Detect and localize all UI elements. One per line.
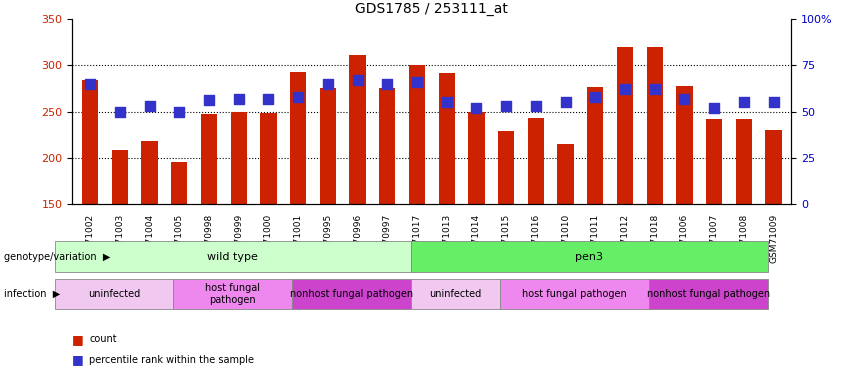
Bar [380, 88, 396, 204]
Bar [498, 131, 514, 204]
Bar [141, 141, 157, 204]
Text: pen3: pen3 [575, 252, 603, 261]
Point [767, 99, 780, 105]
Bar [736, 119, 752, 204]
Bar [260, 113, 277, 204]
Bar [350, 55, 366, 204]
Bar [320, 88, 336, 204]
Bar [468, 112, 484, 204]
Point [143, 103, 157, 109]
Bar [290, 72, 306, 204]
Point [291, 94, 305, 100]
Point [618, 86, 631, 92]
Point [470, 105, 483, 111]
Bar [438, 73, 455, 204]
Point [529, 103, 543, 109]
Title: GDS1785 / 253111_at: GDS1785 / 253111_at [356, 2, 508, 16]
Point [261, 96, 275, 102]
Bar [765, 130, 782, 204]
Point [589, 94, 603, 100]
Text: wild type: wild type [208, 252, 258, 261]
Bar [111, 150, 128, 204]
Text: nonhost fungal pathogen: nonhost fungal pathogen [647, 289, 770, 299]
Text: host fungal
pathogen: host fungal pathogen [205, 283, 260, 305]
Bar [528, 118, 544, 204]
Bar [82, 80, 99, 204]
Point [232, 96, 246, 102]
Text: nonhost fungal pathogen: nonhost fungal pathogen [290, 289, 414, 299]
Bar [231, 112, 247, 204]
Point [83, 81, 97, 87]
Bar [677, 86, 693, 204]
Text: ■: ■ [72, 333, 84, 346]
Point [707, 105, 721, 111]
Point [380, 81, 394, 87]
Text: ■: ■ [72, 354, 84, 366]
Bar [201, 114, 217, 204]
Text: uninfected: uninfected [88, 289, 140, 299]
Text: count: count [89, 334, 117, 344]
Point [559, 99, 573, 105]
Bar [408, 65, 426, 204]
Bar [557, 144, 574, 204]
Bar [587, 87, 603, 204]
Point [500, 103, 513, 109]
Point [737, 99, 751, 105]
Point [113, 109, 127, 115]
Point [410, 79, 424, 85]
Text: genotype/variation  ▶: genotype/variation ▶ [4, 252, 111, 261]
Text: host fungal pathogen: host fungal pathogen [523, 289, 627, 299]
Text: percentile rank within the sample: percentile rank within the sample [89, 355, 254, 365]
Point [677, 96, 691, 102]
Point [648, 86, 661, 92]
Point [440, 99, 454, 105]
Bar [706, 119, 722, 204]
Bar [647, 46, 663, 204]
Point [321, 81, 334, 87]
Bar [617, 46, 633, 204]
Point [173, 109, 186, 115]
Text: infection  ▶: infection ▶ [4, 289, 60, 299]
Point [351, 77, 364, 83]
Bar [171, 162, 187, 204]
Point [203, 98, 216, 104]
Text: uninfected: uninfected [430, 289, 482, 299]
